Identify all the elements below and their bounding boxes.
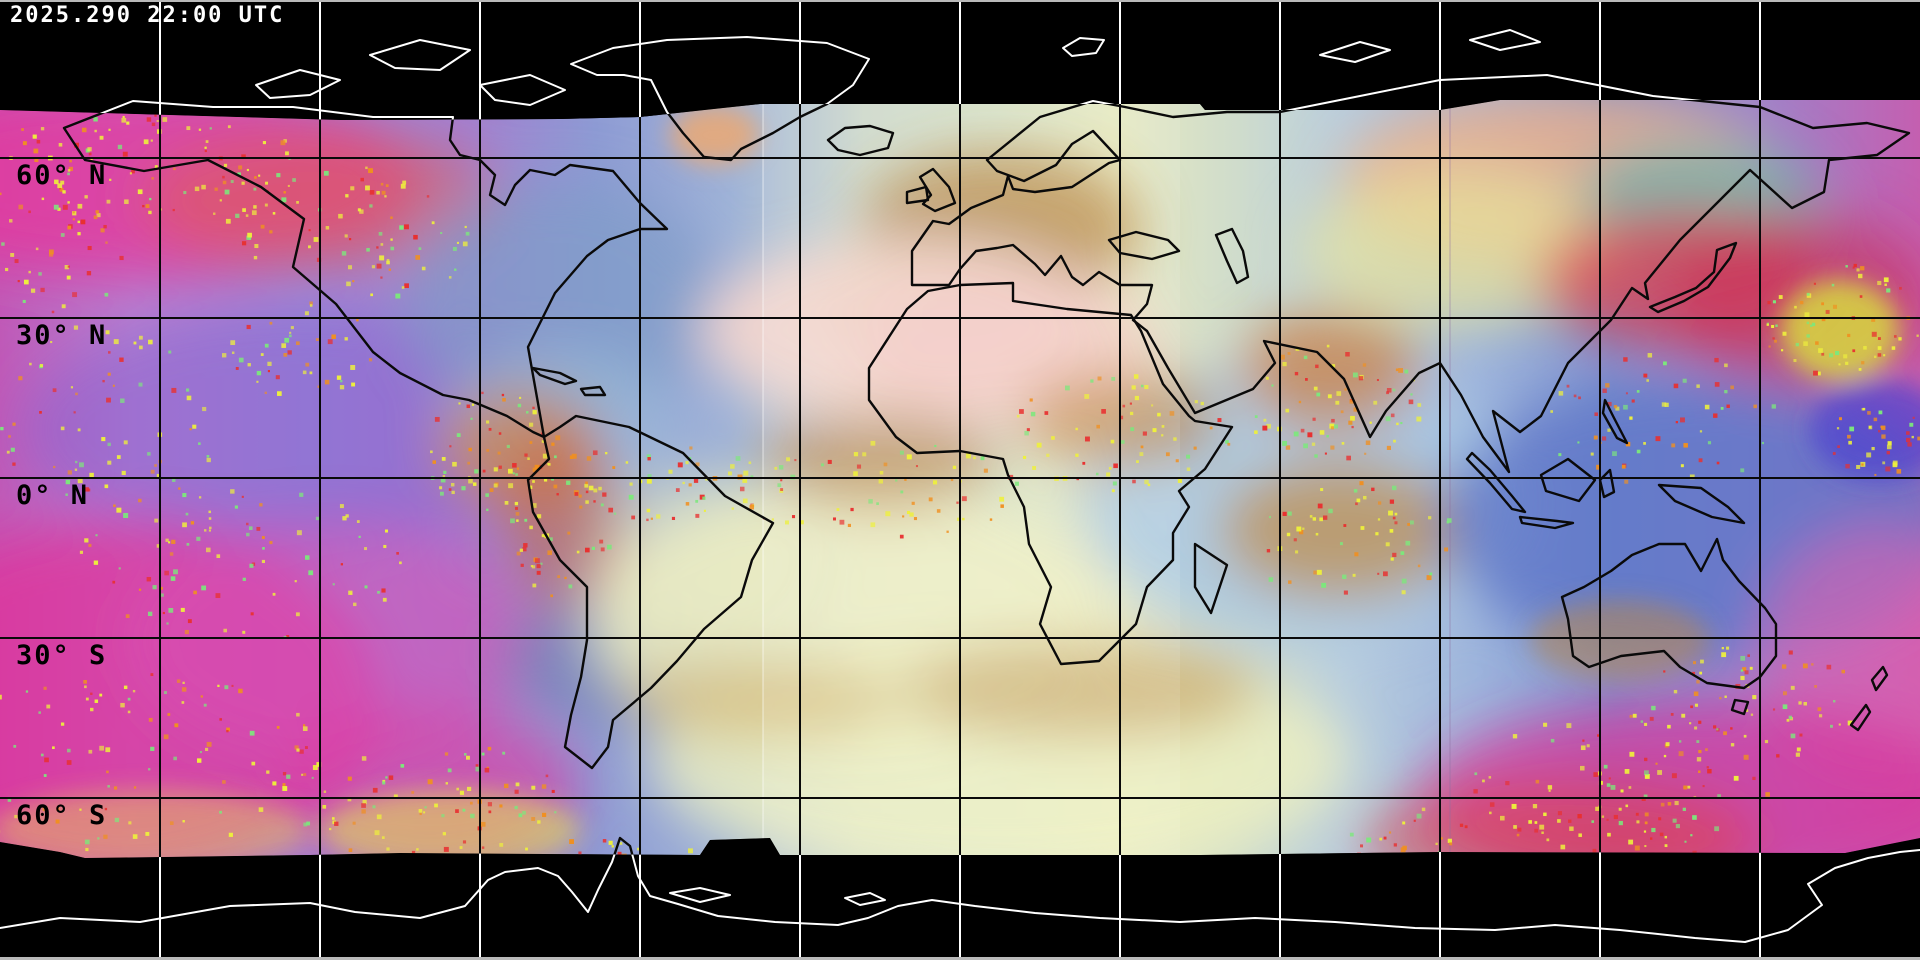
latitude-label: 0° N bbox=[16, 480, 90, 511]
latitude-label: 30° N bbox=[16, 320, 108, 351]
latitude-label: 60° S bbox=[16, 800, 108, 831]
timestamp-label: 2025.290 22:00 UTC bbox=[10, 3, 285, 28]
latitude-label: 30° S bbox=[16, 640, 108, 671]
latitude-label: 60° N bbox=[16, 160, 108, 191]
